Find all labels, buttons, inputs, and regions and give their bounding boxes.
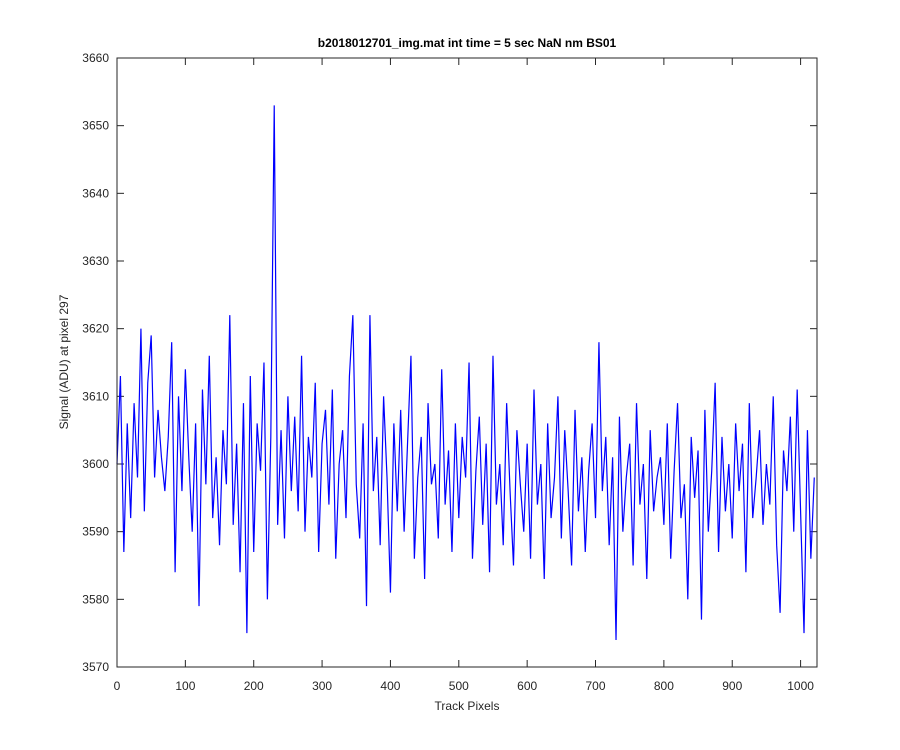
x-axis-label: Track Pixels (435, 699, 500, 713)
y-tick-label: 3570 (82, 660, 109, 674)
y-tick-label: 3660 (82, 51, 109, 65)
x-tick-label: 700 (586, 679, 606, 693)
x-tick-label: 300 (312, 679, 332, 693)
y-tick-label: 3630 (82, 254, 109, 268)
y-tick-label: 3580 (82, 592, 109, 606)
y-tick-label: 3600 (82, 457, 109, 471)
x-tick-label: 200 (244, 679, 264, 693)
x-tick-label: 1000 (787, 679, 814, 693)
y-tick-label: 3640 (82, 186, 109, 200)
y-tick-label: 3650 (82, 119, 109, 133)
y-tick-label: 3620 (82, 322, 109, 336)
x-tick-label: 500 (449, 679, 469, 693)
x-tick-label: 800 (654, 679, 674, 693)
x-tick-label: 0 (114, 679, 121, 693)
data-line (116, 105, 815, 640)
x-tick-label: 600 (517, 679, 537, 693)
x-tick-label: 900 (722, 679, 742, 693)
chart-title: b2018012701_img.mat int time = 5 sec NaN… (318, 36, 617, 50)
y-tick-label: 3590 (82, 525, 109, 539)
x-tick-label: 400 (380, 679, 400, 693)
x-tick-label: 100 (175, 679, 195, 693)
axes-box (116, 57, 818, 668)
y-tick-label: 3610 (82, 389, 109, 403)
y-axis-label: Signal (ADU) at pixel 297 (57, 294, 71, 429)
